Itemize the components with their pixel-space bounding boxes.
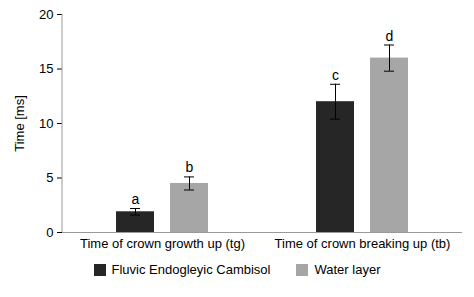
- svg-text:a: a: [132, 191, 140, 207]
- svg-text:b: b: [186, 159, 194, 175]
- svg-text:Time [ms]: Time [ms]: [12, 95, 27, 152]
- svg-text:0: 0: [46, 225, 53, 240]
- svg-text:10: 10: [39, 116, 53, 131]
- html-text:Fluvic Endogleyic Cambisol: Fluvic Endogleyic Cambisol: [111, 262, 271, 277]
- svg-text:15: 15: [39, 61, 53, 76]
- svg-text:d: d: [386, 28, 394, 44]
- svg-text:Time of crown breaking up (tb): Time of crown breaking up (tb): [275, 236, 451, 251]
- svg-text:Time of crown growth up (tg): Time of crown growth up (tg): [80, 236, 245, 251]
- svg-text:c: c: [332, 67, 339, 83]
- svg-text:5: 5: [46, 170, 53, 185]
- svg-text:20: 20: [39, 7, 53, 22]
- html-text:Water layer: Water layer: [314, 262, 381, 277]
